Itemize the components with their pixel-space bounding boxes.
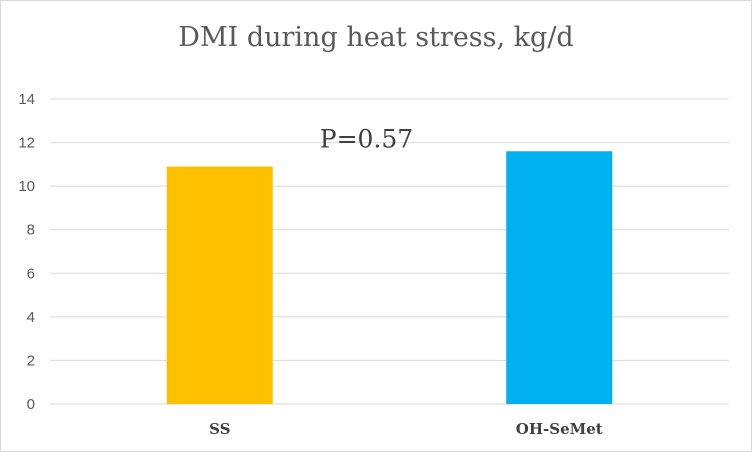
y-tick-label: 14 xyxy=(18,91,35,108)
x-tick-label: SS xyxy=(209,420,230,438)
bars xyxy=(166,151,613,404)
y-tick-label: 4 xyxy=(27,309,35,326)
bar-oh-semet xyxy=(506,151,613,404)
y-tick-label: 10 xyxy=(18,178,35,195)
gridlines xyxy=(50,98,729,405)
y-tick-label: 12 xyxy=(18,135,35,152)
y-tick-label: 6 xyxy=(27,265,35,282)
x-axis-labels: SS OH-SeMet xyxy=(209,420,603,438)
bar-ss xyxy=(166,166,273,404)
x-tick-label: OH-SeMet xyxy=(516,420,603,438)
y-tick-label: 0 xyxy=(27,396,35,413)
y-axis-ticks: 0 2 4 6 8 10 12 14 xyxy=(18,91,35,413)
y-tick-label: 8 xyxy=(27,222,35,239)
annotations: P=0.57 xyxy=(320,125,413,154)
p-value-annotation: P=0.57 xyxy=(320,125,413,154)
chart-title: DMI during heat stress, kg/d xyxy=(178,22,573,53)
y-tick-label: 2 xyxy=(27,352,35,369)
